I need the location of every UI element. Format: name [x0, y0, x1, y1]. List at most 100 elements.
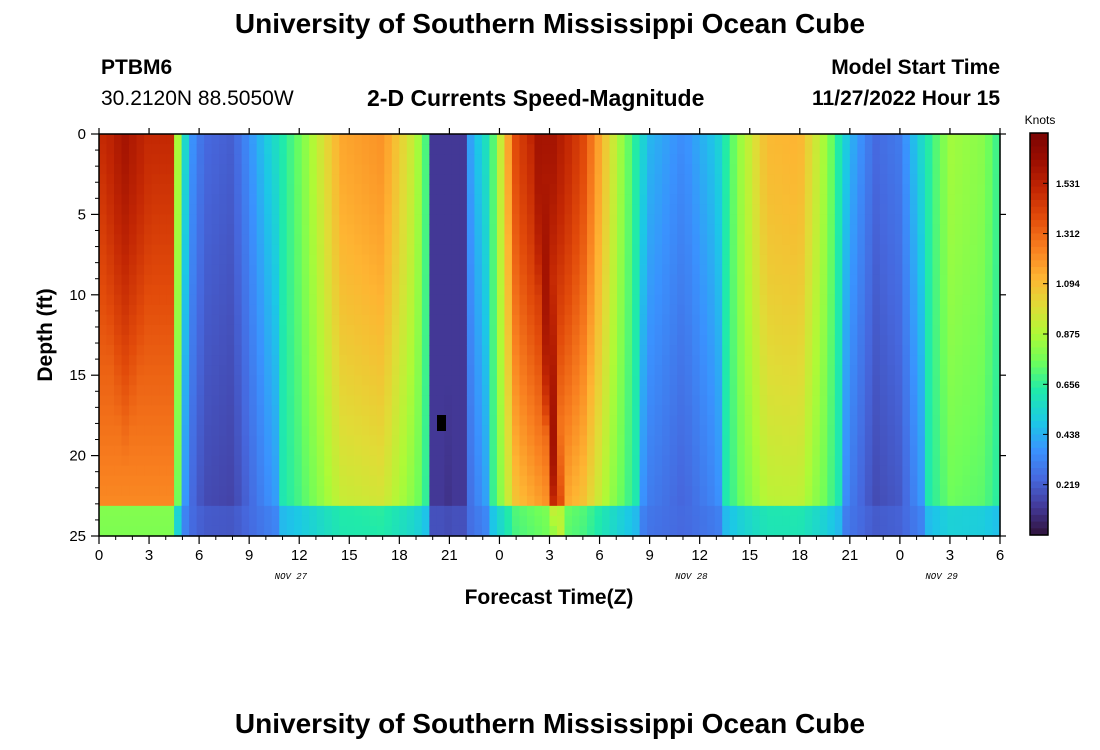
heatmap-cell [744, 375, 753, 386]
heatmap-cell [909, 355, 919, 366]
heatmap-cell [286, 214, 295, 226]
heatmap-cell [812, 455, 821, 467]
heatmap-cell [744, 445, 753, 457]
heatmap-cell [572, 314, 581, 326]
heatmap-cell [947, 405, 956, 416]
heatmap-cell [249, 415, 258, 427]
heatmap-cell [339, 254, 348, 266]
heatmap-cell [376, 365, 385, 376]
heatmap-cell [136, 134, 145, 145]
heatmap-cell [234, 375, 243, 386]
heatmap-cell [474, 214, 483, 226]
heatmap-cell [391, 144, 400, 155]
heatmap-cell [474, 314, 483, 326]
heatmap-cell [602, 134, 611, 145]
heatmap-cell [144, 294, 153, 306]
heatmap-cell [189, 405, 198, 416]
heatmap-cell [722, 224, 731, 236]
heatmap-cell [722, 214, 731, 226]
heatmap-cell [977, 375, 986, 386]
heatmap-cell [234, 184, 243, 195]
heatmap-cell [819, 505, 828, 517]
heatmap-cell [219, 314, 228, 326]
heatmap-cell [722, 174, 731, 185]
heatmap-cell [271, 445, 280, 457]
heatmap-cell [789, 234, 798, 246]
heatmap-cell [354, 274, 363, 286]
heatmap-cell [557, 475, 566, 487]
heatmap-cell [677, 395, 686, 406]
heatmap-cell [939, 365, 949, 376]
heatmap-cell [992, 204, 1001, 215]
heatmap-cell [684, 274, 693, 286]
heatmap-cell [692, 184, 701, 195]
heatmap-cell [436, 154, 445, 165]
heatmap-cell [309, 405, 318, 416]
heatmap-cell [834, 154, 843, 165]
heatmap-cell [624, 435, 633, 447]
heatmap-cell [714, 324, 723, 336]
heatmap-cell [346, 475, 355, 487]
heatmap-cell [707, 345, 716, 356]
heatmap-cell [737, 324, 746, 336]
heatmap-cell [279, 154, 288, 165]
heatmap-cell [782, 154, 791, 165]
heatmap-cell [722, 144, 731, 155]
heatmap-cell [166, 244, 175, 256]
heatmap-cell [767, 284, 776, 296]
heatmap-cell [444, 405, 453, 416]
heatmap-cell [819, 375, 828, 386]
heatmap-cell [774, 214, 783, 226]
heatmap-cell [849, 335, 858, 346]
heatmap-cell [316, 244, 325, 256]
heatmap-cell [241, 184, 250, 195]
heatmap-cell [414, 154, 423, 165]
heatmap-cell [511, 154, 521, 165]
heatmap-cell [924, 174, 934, 185]
heatmap-cell [594, 495, 603, 507]
heatmap-cell [534, 274, 543, 286]
heatmap-cell [827, 264, 836, 276]
heatmap-cell [496, 495, 506, 507]
heatmap-cell [962, 304, 971, 316]
heatmap-cell [617, 174, 626, 185]
heatmap-cell [804, 345, 813, 356]
heatmap-cell [226, 234, 235, 246]
heatmap-cell [782, 304, 791, 316]
heatmap-cell [436, 365, 445, 376]
heatmap-cell [294, 425, 303, 437]
heatmap-cell [939, 525, 949, 537]
heatmap-cell [707, 204, 716, 215]
heatmap-cell [984, 194, 994, 205]
heatmap-cell [557, 244, 566, 256]
heatmap-cell [301, 194, 310, 205]
heatmap-cell [151, 314, 160, 326]
heatmap-cell [767, 234, 776, 246]
heatmap-cell [572, 385, 581, 396]
heatmap-cell [759, 385, 768, 396]
heatmap-cell [219, 254, 228, 266]
colorbar-segment [1030, 233, 1048, 241]
heatmap-cell [399, 204, 408, 215]
heatmap-cell [797, 264, 806, 276]
heatmap-cell [572, 144, 581, 155]
heatmap-cell [151, 455, 160, 467]
heatmap-cell [609, 375, 618, 386]
heatmap-cell [331, 184, 340, 195]
heatmap-cell [647, 345, 656, 356]
heatmap-cell [144, 355, 153, 366]
heatmap-cell [669, 264, 678, 276]
heatmap-cell [271, 134, 280, 145]
heatmap-cell [526, 475, 536, 487]
heatmap-cell [129, 465, 138, 477]
heatmap-cell [211, 254, 220, 266]
heatmap-cell [722, 445, 731, 457]
heatmap-cell [234, 405, 243, 416]
heatmap-cell [647, 204, 656, 215]
heatmap-cell [767, 525, 776, 537]
heatmap-cell [376, 324, 385, 336]
heatmap-cell [286, 274, 295, 286]
heatmap-cell [894, 345, 903, 356]
heatmap-cell [647, 415, 656, 427]
heatmap-cell [189, 314, 198, 326]
